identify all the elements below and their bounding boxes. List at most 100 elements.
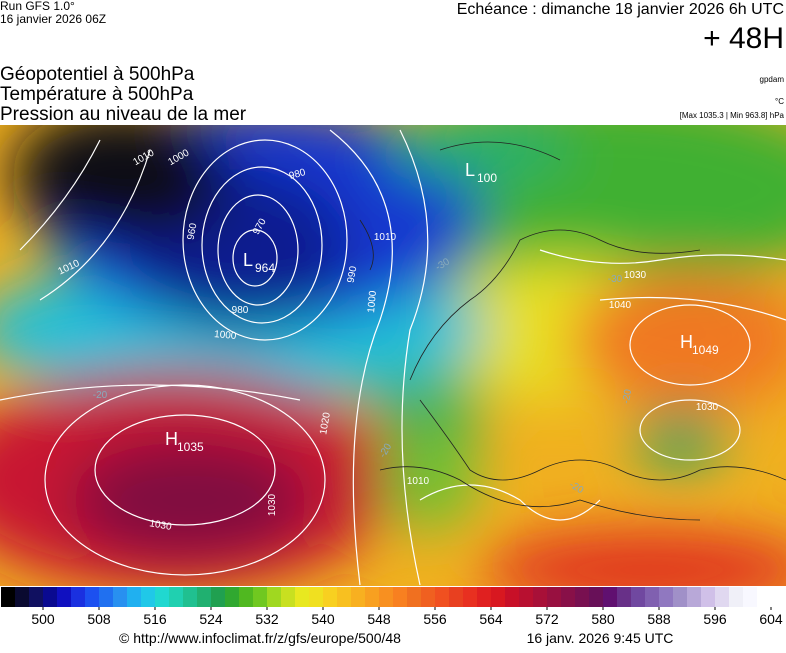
colorbar-swatch (477, 587, 492, 607)
colorbar-swatch (85, 587, 100, 607)
run-date: 16 janvier 2026 06Z (0, 12, 106, 26)
isobar-label: 980 (232, 305, 249, 316)
isotherm-label: -20 (621, 388, 634, 405)
colorbar-swatch (29, 587, 44, 607)
colorbar-swatch (617, 587, 632, 607)
colorbar-swatch (267, 587, 282, 607)
colorbar-swatch (113, 587, 128, 607)
colorbar-tick-label: 540 (311, 611, 335, 627)
colorbar-swatch (15, 587, 30, 607)
colorbar-swatch (729, 587, 744, 607)
lead-time: + 48H (703, 22, 784, 55)
center-value: 1049 (692, 343, 719, 357)
isobar-label: 1040 (609, 300, 632, 311)
colorbar-swatch (701, 587, 716, 607)
colorbar-tick-label: 524 (199, 611, 223, 627)
colorbar-tick-label: 564 (479, 611, 503, 627)
colorbar-swatch (351, 587, 366, 607)
isobar-label: 1000 (214, 329, 238, 342)
colorbar-tick-label: 588 (647, 611, 671, 627)
colorbar-swatch (57, 587, 72, 607)
colorbar-swatch (435, 587, 450, 607)
colorbar-swatch (253, 587, 268, 607)
colorbar-swatch (547, 587, 562, 607)
isobar-label: 980 (288, 167, 307, 182)
run-label: Run GFS 1.0° (0, 0, 75, 13)
colorbar-swatch (743, 587, 758, 607)
valid-time: Echéance : dimanche 18 janvier 2026 6h U… (457, 1, 784, 18)
colorbar-swatch (99, 587, 114, 607)
colorbar-swatch (561, 587, 576, 607)
center-value: 1035 (177, 440, 204, 454)
colorbar-swatch (169, 587, 184, 607)
colorbar-swatch (687, 587, 702, 607)
isobars (0, 129, 786, 586)
unit: °C (775, 97, 784, 106)
colorbar-swatch (141, 587, 156, 607)
center-letter: H (165, 429, 178, 449)
source-url: © http://www.infoclimat.fr/z/gfs/europe/… (119, 630, 401, 646)
colorbar-swatch (533, 587, 548, 607)
generated-time: 16 janv. 2026 9:45 UTC (527, 630, 674, 646)
isobar-label: 1000 (366, 290, 379, 314)
colorbar-swatch (1, 587, 16, 607)
isobar-label: 960 (186, 222, 200, 241)
isobar-label: 990 (346, 265, 360, 284)
isobar-label: 1010 (407, 476, 430, 487)
colorbar-swatch (225, 587, 240, 607)
colorbar-swatch (519, 587, 534, 607)
colorbar-swatch (71, 587, 86, 607)
colorbar-tick-label: 508 (87, 611, 111, 627)
colorbar-tick-label: 604 (759, 611, 783, 627)
colorbar-swatch (407, 587, 422, 607)
colorbar-swatch (631, 587, 646, 607)
colorbar-tick-label: 572 (535, 611, 559, 627)
colorbar-swatch (43, 587, 58, 607)
center-letter: L (243, 250, 253, 270)
colorbar-swatch (589, 587, 604, 607)
colorbar-swatch (239, 587, 254, 607)
field-name: Géopotentiel à 500hPa (0, 64, 195, 85)
colorbar-swatch (673, 587, 688, 607)
coastlines (359, 141, 786, 521)
colorbar-tick-label: 500 (31, 611, 55, 627)
center-value: 100 (477, 171, 497, 185)
colorbar-swatch (211, 587, 226, 607)
colorbar-tick-label: 532 (255, 611, 279, 627)
isobar-label: 1030 (149, 518, 173, 533)
colorbar-swatch (645, 587, 660, 607)
isobar-label: 1010 (374, 232, 397, 243)
colorbar-swatch (771, 587, 786, 607)
colorbar-swatch (365, 587, 380, 607)
colorbar-tick-label: 516 (143, 611, 167, 627)
center-letter: L (465, 160, 475, 180)
map-field (0, 125, 786, 586)
isotherm-label: -30 (608, 274, 623, 285)
colorbar-swatch (603, 587, 618, 607)
isobar-label: 1030 (624, 270, 647, 281)
field-name: Température à 500hPa (0, 84, 194, 105)
colorbar-tick-label: 596 (703, 611, 727, 627)
colorbar-swatch (197, 587, 212, 607)
colorbar-swatch (715, 587, 730, 607)
isobar-label: 1020 (318, 411, 333, 435)
colorbar-swatch (659, 587, 674, 607)
colorbar-swatch (505, 587, 520, 607)
colorbar-swatch (309, 587, 324, 607)
colorbar-tick-label: 580 (591, 611, 615, 627)
colorbar-swatch (323, 587, 338, 607)
colorbar-swatch (491, 587, 506, 607)
colorbar-swatch (449, 587, 464, 607)
center-value: 964 (255, 261, 275, 275)
colorbar-swatch (379, 587, 394, 607)
isotherm-label: -20 (93, 390, 108, 401)
field-name: Pression au niveau de la mer (0, 104, 247, 125)
colorbar-swatch (757, 587, 772, 607)
colorbar-swatch (337, 587, 352, 607)
colorbar-swatch (295, 587, 310, 607)
center-letter: H (680, 332, 693, 352)
colorbar-swatch (155, 587, 170, 607)
